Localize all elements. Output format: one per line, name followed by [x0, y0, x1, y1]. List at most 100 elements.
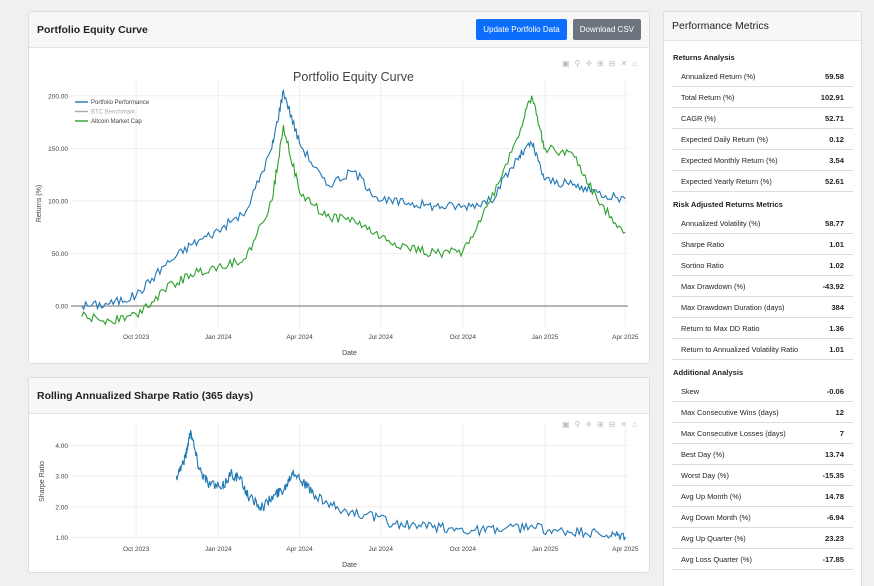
performance-metrics-card: Performance Metrics Returns Analysis Annu…	[663, 11, 862, 586]
x-tick-label: Apr 2025	[612, 546, 639, 553]
update-portfolio-button[interactable]: Update Portfolio Data	[476, 19, 567, 40]
metric-label: Avg Up Quarter (%)	[681, 533, 746, 543]
zoom-out-icon[interactable]: ⊟	[608, 59, 616, 68]
pan-icon[interactable]: ✛	[585, 420, 593, 429]
metric-row: Avg Down Month (%) -6.94	[672, 507, 853, 528]
pan-icon[interactable]: ✛	[585, 59, 593, 68]
sharpe-card-title: Rolling Annualized Sharpe Ratio (365 day…	[37, 389, 254, 402]
zoom-in-icon[interactable]: ⊞	[597, 420, 604, 429]
metric-row: Best Day (%) 13.74	[672, 444, 853, 465]
metric-label: Expected Yearly Return (%)	[681, 176, 772, 186]
sharpe-card-header: Rolling Annualized Sharpe Ratio (365 day…	[29, 378, 649, 414]
metric-value: 1.36	[829, 323, 844, 333]
metric-row: Expected Monthly Return (%) 3.54	[672, 150, 853, 171]
metric-label: Skew	[681, 386, 700, 396]
metric-value: 3.54	[829, 155, 844, 165]
sharpe-chart[interactable]: Oct 2023 Jan 2024 Apr 2024 Jul 2024 Oct 2024…	[29, 414, 649, 572]
sharpe-modebar: ▣ ⚲ ✛ ⊞ ⊟ ✕ ⌂	[562, 421, 637, 429]
metric-label: CAGR (%)	[681, 113, 716, 123]
metric-value: 1.01	[829, 239, 844, 249]
zoom-icon[interactable]: ⚲	[574, 420, 581, 429]
metrics-list: Returns Analysis Annualized Return (%) 59.…	[664, 41, 861, 570]
metric-row: Skew -0.06	[672, 381, 853, 402]
metric-value: 59.58	[824, 71, 844, 81]
metric-value: -6.94	[826, 512, 844, 522]
metric-row: Annualized Return (%) 59.58	[672, 66, 853, 87]
metric-label: Max Consecutive Wins (days)	[681, 407, 779, 417]
legend-label: Altcoin Market Cap	[91, 119, 142, 125]
metric-row: Avg Loss Quarter (%) -17.85	[672, 549, 853, 570]
y-tick-label: 50.00	[52, 251, 69, 258]
x-tick-label: Apr 2025	[612, 334, 639, 341]
metric-row: Annualized Volatility (%) 58.77	[672, 213, 853, 234]
x-tick-label: Oct 2024	[450, 546, 477, 553]
zoom-out-icon[interactable]: ⊟	[608, 420, 616, 429]
metric-label: Return to Annualized Volatility Ratio	[681, 344, 799, 354]
metric-value: 1.01	[829, 344, 844, 354]
metric-value: 12	[835, 407, 844, 417]
equity-chart[interactable]: Oct 2023 Jan 2024 Apr 2024 Jul 2024 Oct 2024…	[29, 48, 649, 364]
chart-title: Portfolio Equity Curve	[293, 70, 414, 84]
home-icon[interactable]: ⌂	[632, 420, 637, 429]
metric-label: Avg Loss Quarter (%)	[681, 554, 752, 564]
legend-label: BTC Benchmark	[91, 110, 136, 116]
y-tick-label: 200.00	[48, 93, 68, 100]
metrics-card-header: Performance Metrics	[664, 12, 861, 41]
metric-value: 23.23	[824, 533, 844, 543]
metric-value: 384	[831, 302, 844, 312]
y-tick-label: 2.00	[55, 504, 68, 511]
metric-row: CAGR (%) 52.71	[672, 108, 853, 129]
metrics-section-title: Risk Adjusted Returns Metrics	[673, 200, 783, 209]
metric-row: Avg Up Quarter (%) 23.23	[672, 528, 853, 549]
metric-value: 1.02	[829, 260, 844, 270]
series-line-0	[81, 88, 626, 311]
metric-label: Annualized Return (%)	[681, 71, 756, 81]
x-axis-title: Date	[342, 350, 357, 357]
x-tick-label: Apr 2024	[286, 546, 313, 553]
x-tick-label: Jul 2024	[368, 334, 393, 341]
metric-value: 52.71	[824, 113, 844, 123]
metric-value: 7	[839, 428, 844, 438]
metric-value: 13.74	[824, 449, 844, 459]
y-tick-label: 1.00	[55, 535, 68, 542]
metric-value: 102.91	[820, 92, 844, 102]
metric-value: -17.85	[822, 554, 844, 564]
camera-icon[interactable]: ▣	[561, 420, 570, 429]
autoscale-icon[interactable]: ✕	[620, 59, 628, 68]
metric-row: Expected Yearly Return (%) 52.61	[672, 171, 853, 192]
metric-label: Best Day (%)	[681, 449, 725, 459]
zoom-icon[interactable]: ⚲	[574, 59, 581, 68]
y-tick-label: 3.00	[55, 474, 68, 481]
metric-row: Avg Up Month (%) 14.78	[672, 486, 853, 507]
x-tick-label: Oct 2023	[123, 546, 150, 553]
metric-value: 14.78	[824, 491, 844, 501]
y-axis-title: Returns (%)	[36, 185, 43, 222]
metrics-section-title: Returns Analysis	[673, 53, 735, 62]
metric-row: Max Consecutive Losses (days) 7	[672, 423, 853, 444]
metric-row: Return to Annualized Volatility Ratio 1.0…	[672, 339, 853, 360]
camera-icon[interactable]: ▣	[561, 59, 570, 68]
metric-label: Max Drawdown Duration (days)	[681, 302, 785, 312]
home-icon[interactable]: ⌂	[632, 59, 637, 68]
x-tick-label: Jan 2024	[205, 546, 232, 553]
autoscale-icon[interactable]: ✕	[620, 420, 628, 429]
metric-row: Max Drawdown Duration (days) 384	[672, 297, 853, 318]
metric-value: -43.92	[822, 281, 844, 291]
metric-row: Sortino Ratio 1.02	[672, 255, 853, 276]
metric-row: Return to Max DD Ratio 1.36	[672, 318, 853, 339]
series-line-0	[175, 429, 626, 541]
x-tick-label: Oct 2023	[123, 334, 150, 341]
metric-row: Max Consecutive Wins (days) 12	[672, 402, 853, 423]
metric-value: -0.06	[826, 386, 844, 396]
x-tick-label: Jul 2024	[368, 546, 393, 553]
y-tick-label: 100.00	[48, 198, 68, 205]
equity-card-title: Portfolio Equity Curve	[37, 23, 148, 36]
zoom-in-icon[interactable]: ⊞	[597, 59, 604, 68]
metric-row: Total Return (%) 102.91	[672, 87, 853, 108]
metric-row: Sharpe Ratio 1.01	[672, 234, 853, 255]
metric-row: Max Drawdown (%) -43.92	[672, 276, 853, 297]
metric-label: Total Return (%)	[681, 92, 735, 102]
x-tick-label: Oct 2024	[450, 334, 477, 341]
download-csv-button[interactable]: Download CSV	[572, 19, 641, 40]
metric-value: 0.12	[829, 134, 844, 144]
